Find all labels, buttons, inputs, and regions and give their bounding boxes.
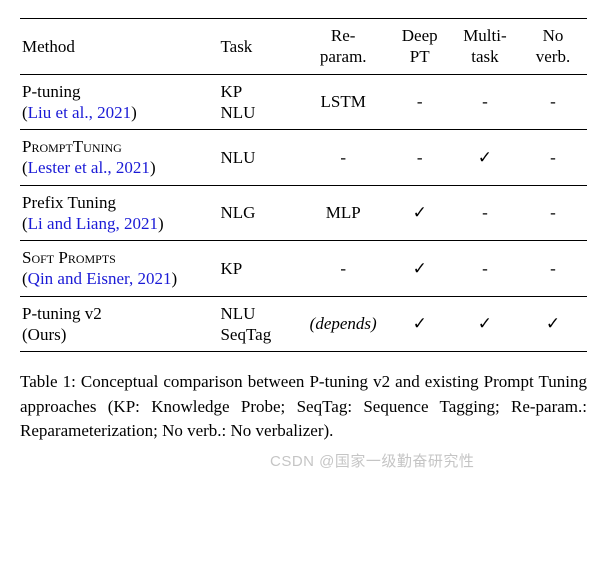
cell-deep: ✓ <box>389 185 451 241</box>
cell-task: NLG <box>218 185 297 241</box>
col-reparam: Re- param. <box>298 19 389 75</box>
table-header-row: Method Task Re- param. Deep PT Multi- ta… <box>20 19 587 75</box>
cell-reparam: - <box>298 241 389 297</box>
cell-method: PromptTuning(Lester et al., 2021) <box>20 130 218 186</box>
cell-task: NLU <box>218 130 297 186</box>
col-multi-task: Multi- task <box>451 19 519 75</box>
caption-label: Table 1: <box>20 372 76 391</box>
cell-multi: ✓ <box>451 130 519 186</box>
cell-noverb: ✓ <box>519 296 587 352</box>
method-name: P-tuning v2 <box>22 304 102 323</box>
table-body: P-tuning(Liu et al., 2021)KPNLULSTM---Pr… <box>20 74 587 352</box>
cell-task: KPNLU <box>218 74 297 130</box>
citation: Liu et al., 2021 <box>28 103 131 122</box>
citation: Qin and Eisner, 2021 <box>28 269 172 288</box>
cell-multi: - <box>451 74 519 130</box>
table-row: Prefix Tuning(Li and Liang, 2021)NLGMLP✓… <box>20 185 587 241</box>
cell-reparam: LSTM <box>298 74 389 130</box>
watermark-text: CSDN @国家一级勤奋研究性 <box>270 450 474 471</box>
table-caption: Table 1: Conceptual comparison between P… <box>20 370 587 444</box>
caption-text: Conceptual comparison between P-tuning v… <box>20 372 587 440</box>
cell-multi: - <box>451 241 519 297</box>
col-task: Task <box>218 19 297 75</box>
comparison-table: Method Task Re- param. Deep PT Multi- ta… <box>20 18 587 352</box>
citation: Li and Liang, 2021 <box>28 214 158 233</box>
ours-label: Ours <box>28 325 61 344</box>
table-row: P-tuning v2(Ours)NLUSeqTag(depends)✓✓✓ <box>20 296 587 352</box>
figure-container: Method Task Re- param. Deep PT Multi- ta… <box>20 18 587 444</box>
method-name: Soft Prompts <box>22 248 116 267</box>
method-name: Prefix Tuning <box>22 193 116 212</box>
cell-method: P-tuning v2(Ours) <box>20 296 218 352</box>
cell-multi: - <box>451 185 519 241</box>
cell-noverb: - <box>519 185 587 241</box>
cell-noverb: - <box>519 241 587 297</box>
cell-deep: ✓ <box>389 241 451 297</box>
cell-deep: - <box>389 130 451 186</box>
cell-method: Soft Prompts(Qin and Eisner, 2021) <box>20 241 218 297</box>
cell-task: NLUSeqTag <box>218 296 297 352</box>
method-name: P-tuning <box>22 82 81 101</box>
cell-deep: ✓ <box>389 296 451 352</box>
col-no-verb: No verb. <box>519 19 587 75</box>
cell-noverb: - <box>519 74 587 130</box>
cell-method: P-tuning(Liu et al., 2021) <box>20 74 218 130</box>
cell-multi: ✓ <box>451 296 519 352</box>
col-method: Method <box>20 19 218 75</box>
cell-reparam: (depends) <box>298 296 389 352</box>
cell-task: KP <box>218 241 297 297</box>
citation: Lester et al., 2021 <box>28 158 150 177</box>
table-row: P-tuning(Liu et al., 2021)KPNLULSTM--- <box>20 74 587 130</box>
cell-reparam: MLP <box>298 185 389 241</box>
table-row: Soft Prompts(Qin and Eisner, 2021)KP-✓-- <box>20 241 587 297</box>
cell-deep: - <box>389 74 451 130</box>
table-row: PromptTuning(Lester et al., 2021)NLU--✓- <box>20 130 587 186</box>
col-deep-pt: Deep PT <box>389 19 451 75</box>
cell-reparam: - <box>298 130 389 186</box>
cell-method: Prefix Tuning(Li and Liang, 2021) <box>20 185 218 241</box>
method-name: PromptTuning <box>22 137 122 156</box>
cell-noverb: - <box>519 130 587 186</box>
